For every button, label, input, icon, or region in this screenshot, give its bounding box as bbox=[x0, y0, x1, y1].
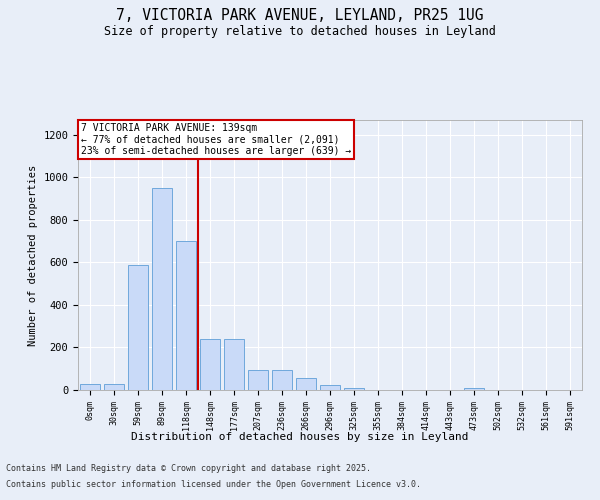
Bar bbox=[320, 384, 340, 390]
Bar bbox=[200, 339, 220, 390]
Text: Contains HM Land Registry data © Crown copyright and database right 2025.: Contains HM Land Registry data © Crown c… bbox=[6, 464, 371, 473]
Y-axis label: Number of detached properties: Number of detached properties bbox=[28, 164, 38, 346]
Bar bbox=[152, 188, 172, 390]
Text: Distribution of detached houses by size in Leyland: Distribution of detached houses by size … bbox=[131, 432, 469, 442]
Bar bbox=[272, 370, 292, 390]
Bar bbox=[80, 384, 100, 390]
Text: 7, VICTORIA PARK AVENUE, LEYLAND, PR25 1UG: 7, VICTORIA PARK AVENUE, LEYLAND, PR25 1… bbox=[116, 8, 484, 22]
Text: Size of property relative to detached houses in Leyland: Size of property relative to detached ho… bbox=[104, 25, 496, 38]
Text: Contains public sector information licensed under the Open Government Licence v3: Contains public sector information licen… bbox=[6, 480, 421, 489]
Text: 7 VICTORIA PARK AVENUE: 139sqm
← 77% of detached houses are smaller (2,091)
23% : 7 VICTORIA PARK AVENUE: 139sqm ← 77% of … bbox=[80, 122, 351, 156]
Bar bbox=[464, 388, 484, 390]
Bar bbox=[176, 241, 196, 390]
Bar bbox=[128, 264, 148, 390]
Bar bbox=[224, 339, 244, 390]
Bar bbox=[344, 388, 364, 390]
Bar bbox=[104, 384, 124, 390]
Bar bbox=[296, 378, 316, 390]
Bar bbox=[248, 370, 268, 390]
